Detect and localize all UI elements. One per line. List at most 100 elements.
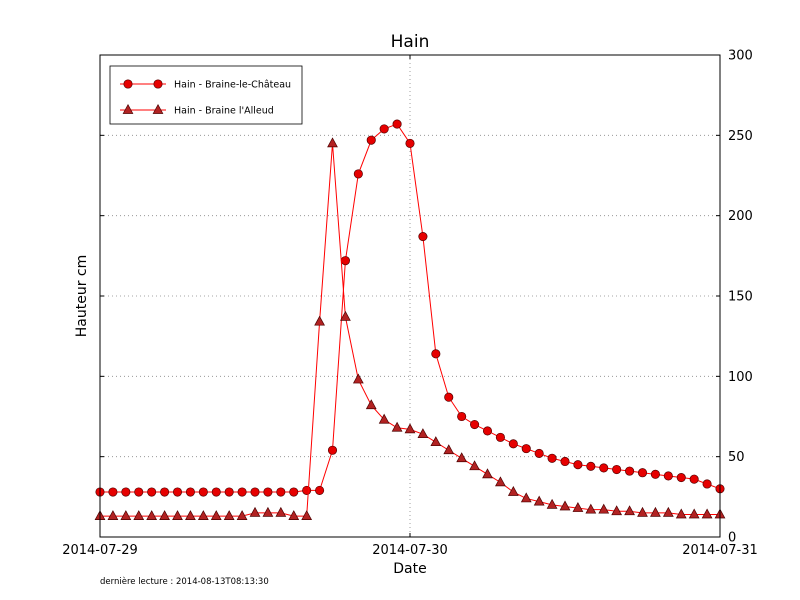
data-marker-circle (153, 79, 163, 89)
y-tick-label: 250 (728, 129, 753, 144)
data-marker-circle (663, 471, 673, 481)
data-marker-triangle (585, 503, 597, 514)
data-marker-circle (366, 135, 376, 145)
data-marker-circle (637, 468, 648, 478)
data-marker-triangle (546, 498, 558, 509)
data-marker-triangle (327, 137, 338, 148)
data-marker-circle (211, 487, 221, 497)
data-marker-triangle (533, 495, 545, 506)
data-marker-circle (560, 456, 570, 467)
data-marker-triangle (262, 506, 274, 517)
x-tick-label: 2014-07-30 (372, 543, 448, 558)
data-marker-triangle (152, 103, 164, 114)
x-tick-label: 2014-07-31 (682, 543, 758, 558)
data-marker-circle (147, 487, 157, 497)
data-marker-triangle (120, 510, 132, 520)
data-marker-circle (599, 463, 609, 473)
data-marker-circle (482, 426, 493, 436)
data-marker-triangle (520, 492, 532, 503)
data-marker-circle (521, 444, 531, 454)
data-marker-triangle (301, 510, 313, 520)
data-marker-circle (198, 487, 208, 497)
y-tick-label: 100 (728, 370, 753, 385)
data-marker-circle (276, 487, 286, 497)
data-marker-triangle (688, 508, 700, 519)
data-marker-circle (405, 138, 415, 148)
y-tick-label: 50 (728, 450, 745, 465)
data-marker-triangle (611, 505, 623, 516)
y-tick-label: 200 (728, 209, 753, 224)
data-marker-circle (418, 232, 428, 242)
data-marker-circle (573, 460, 583, 470)
x-tick-label: 2014-07-29 (62, 543, 138, 558)
data-marker-triangle (598, 503, 610, 514)
data-marker-circle (650, 469, 660, 479)
data-marker-circle (121, 487, 131, 497)
data-marker-triangle (352, 373, 364, 384)
data-marker-circle (508, 439, 518, 449)
data-marker-circle (123, 79, 133, 89)
legend-label: Hain - Braine-le-Château (174, 80, 291, 91)
data-marker-triangle (482, 468, 493, 479)
data-marker-triangle (340, 310, 351, 321)
data-marker-triangle (391, 421, 403, 432)
data-marker-triangle (701, 508, 713, 519)
data-marker-circle (327, 445, 338, 455)
data-marker-circle (379, 124, 389, 134)
data-marker-circle (495, 432, 505, 442)
data-marker-triangle (624, 505, 635, 516)
data-marker-circle (108, 487, 118, 497)
data-marker-triangle (637, 506, 648, 517)
data-marker-triangle (559, 500, 571, 511)
data-marker-circle (431, 349, 441, 359)
data-marker-triangle (443, 444, 455, 455)
data-marker-circle (185, 487, 195, 497)
data-marker-circle (340, 256, 350, 266)
data-marker-triangle (495, 476, 506, 487)
data-marker-triangle (404, 423, 416, 434)
data-marker-triangle (288, 510, 300, 520)
y-tick-label: 0 (728, 531, 736, 546)
x-axis-label: Date (393, 561, 427, 577)
data-marker-circle (612, 464, 622, 475)
data-marker-triangle (650, 506, 661, 517)
data-marker-circle (289, 487, 299, 497)
data-marker-circle (534, 448, 544, 459)
data-marker-circle (689, 474, 699, 484)
data-marker-triangle (314, 315, 325, 326)
data-marker-triangle (236, 510, 248, 520)
y-axis-label: Hauteur cm (74, 254, 90, 338)
data-marker-triangle (365, 399, 377, 410)
data-marker-circle (444, 392, 454, 402)
data-marker-triangle (223, 510, 235, 520)
data-marker-triangle (249, 506, 261, 517)
data-marker-circle (470, 419, 480, 430)
data-marker-circle (315, 485, 325, 495)
data-marker-circle (172, 487, 183, 497)
data-marker-triangle (469, 460, 480, 471)
data-marker-circle (625, 466, 635, 476)
data-marker-triangle (210, 510, 222, 520)
y-tick-label: 300 (728, 49, 753, 64)
data-marker-circle (160, 487, 170, 497)
data-marker-triangle (662, 506, 674, 517)
data-marker-circle (250, 487, 260, 497)
data-marker-triangle (417, 428, 429, 439)
chart-title: Hain (390, 32, 430, 52)
data-marker-triangle (430, 436, 442, 447)
data-marker-circle (134, 487, 144, 497)
data-marker-circle (702, 479, 712, 489)
data-marker-circle (263, 487, 273, 497)
data-marker-triangle (107, 510, 119, 520)
data-marker-circle (457, 411, 467, 422)
data-marker-triangle (378, 413, 390, 424)
data-marker-triangle (146, 510, 158, 520)
data-marker-triangle (133, 510, 145, 520)
data-marker-circle (392, 119, 402, 129)
data-marker-circle (237, 487, 247, 497)
data-marker-triangle (456, 452, 468, 463)
data-marker-triangle (159, 510, 170, 520)
data-marker-circle (676, 473, 686, 483)
